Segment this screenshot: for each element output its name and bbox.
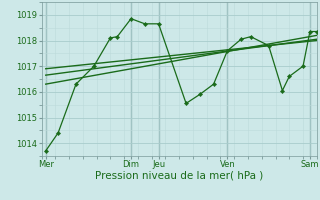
X-axis label: Pression niveau de la mer( hPa ): Pression niveau de la mer( hPa ) [95, 171, 263, 181]
